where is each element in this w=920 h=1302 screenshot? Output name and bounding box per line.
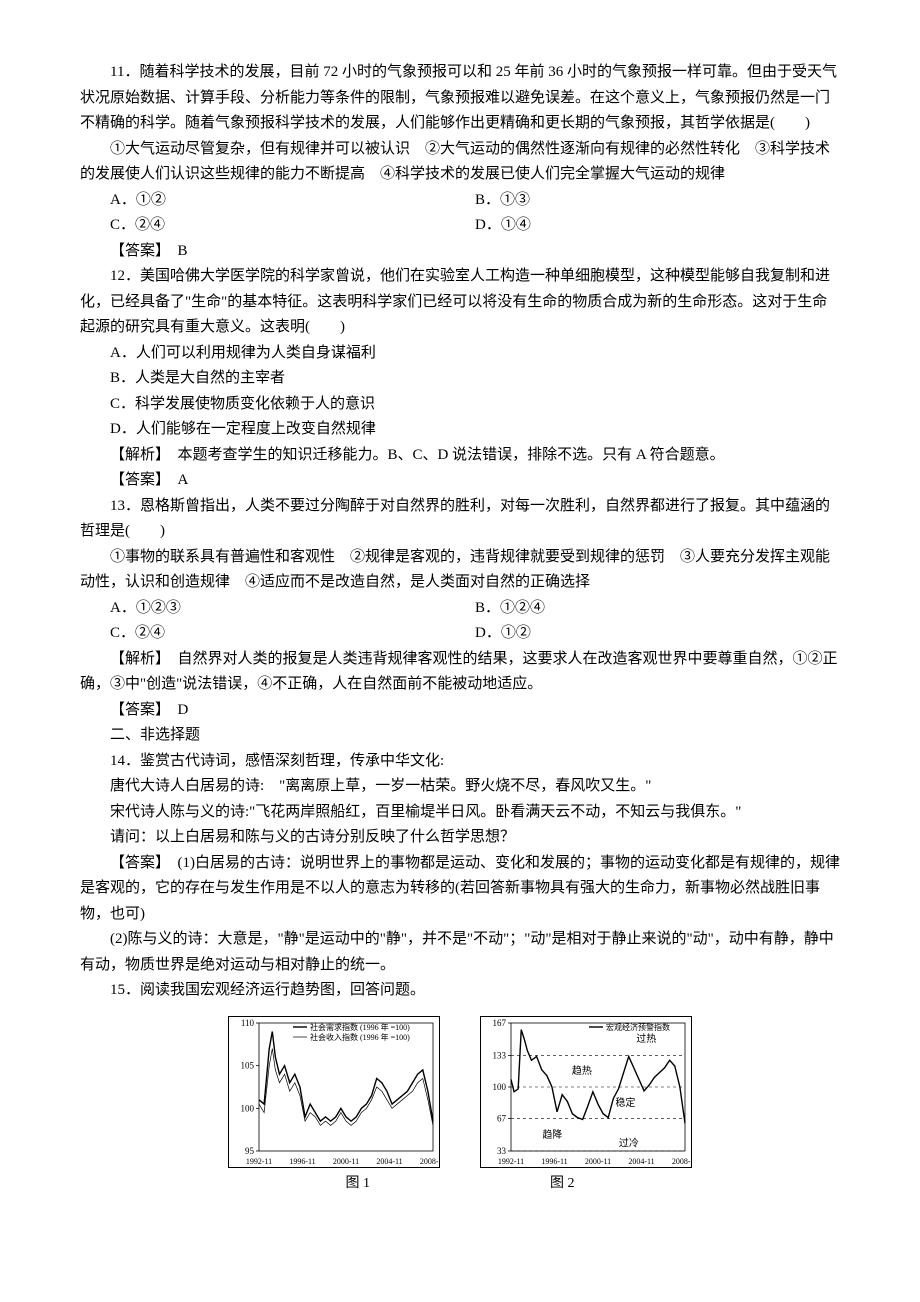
svg-text:社会收入指数 (1996 年 =100): 社会收入指数 (1996 年 =100) [310, 1032, 410, 1042]
svg-text:167: 167 [493, 1018, 507, 1028]
svg-text:宏观经济预警指数: 宏观经济预警指数 [606, 1022, 670, 1032]
q13-opt-b: B．①②④ [475, 596, 840, 622]
svg-text:95: 95 [245, 1146, 255, 1156]
q13-answer: 【答案】 D [80, 698, 840, 724]
q11-options-row1: A．①② B．①③ [110, 188, 840, 214]
svg-text:100: 100 [493, 1082, 507, 1092]
q13-stem: 13．恩格斯曾指出，人类不要过分陶醉于对自然界的胜利，对每一次胜利，自然界都进行… [80, 494, 840, 545]
svg-text:1992-11: 1992-11 [246, 1157, 272, 1166]
q14-line3: 宋代诗人陈与义的诗:"飞花两岸照船红，百里榆堤半日风。卧看满天云不动，不知云与我… [80, 800, 840, 826]
q12-stem: 12．美国哈佛大学医学院的科学家曾说，他们在实验室人工构造一种单细胞模型，这种模… [80, 264, 840, 341]
svg-text:趋热: 趋热 [572, 1064, 592, 1077]
q15-stem: 15．阅读我国宏观经济运行趋势图，回答问题。 [80, 978, 840, 1004]
q11-options-row2: C．②④ D．①④ [110, 213, 840, 239]
q11-stem: 11．随着科学技术的发展，目前 72 小时的气象预报可以和 25 年前 36 小… [80, 60, 840, 137]
chart2-caption: 图 2 [550, 1172, 575, 1196]
svg-text:稳定: 稳定 [615, 1095, 635, 1108]
q13-opt-d: D．①② [475, 621, 840, 647]
charts-row: 95 100 105 110 1992-11 1996-11 2000-11 2004-11 2… [80, 1016, 840, 1168]
q14-ans2: (2)陈与义的诗：大意是，"静"是运动中的"静"，并不是"不动"；"动"是相对于… [80, 927, 840, 978]
q14-line1: 14．鉴赏古代诗词，感悟深刻哲理，传承中华文化: [80, 749, 840, 775]
q12-opt-d: D．人们能够在一定程度上改变自然规律 [80, 417, 840, 443]
svg-text:1992-11: 1992-11 [498, 1157, 524, 1166]
svg-text:133: 133 [493, 1050, 507, 1060]
q13-opt-c: C．②④ [110, 621, 475, 647]
q13-opt-a: A．①②③ [110, 596, 475, 622]
q12-explain: 【解析】 本题考查学生的知识迁移能力。B、C、D 说法错误，排除不选。只有 A … [80, 443, 840, 469]
svg-text:67: 67 [497, 1113, 507, 1123]
svg-text:1996-11: 1996-11 [289, 1157, 315, 1166]
q11-statements: ①大气运动尽管复杂，但有规律并可以被认识 ②大气运动的偶然性逐渐向有规律的必然性… [80, 137, 840, 188]
svg-text:2008-11: 2008-11 [420, 1157, 439, 1166]
svg-text:110: 110 [241, 1018, 255, 1028]
q11-opt-c: C．②④ [110, 213, 475, 239]
q14-ans1: 【答案】 (1)白居易的古诗：说明世界上的事物都是运动、变化和发展的；事物的运动… [80, 851, 840, 928]
svg-text:2000-11: 2000-11 [585, 1157, 611, 1166]
q13-explain: 【解析】 自然界对人类的报复是人类违背规律客观性的结果，这要求人在改造客观世界中… [80, 647, 840, 698]
svg-text:社会需求指数 (1996 年 =100): 社会需求指数 (1996 年 =100) [310, 1022, 410, 1032]
chart1: 95 100 105 110 1992-11 1996-11 2000-11 2004-11 2… [228, 1016, 440, 1168]
q14-ask: 请问：以上白居易和陈与义的古诗分别反映了什么哲学思想？ [80, 825, 840, 851]
q13-statements: ①事物的联系具有普遍性和客观性 ②规律是客观的，违背规律就要受到规律的惩罚 ③人… [80, 545, 840, 596]
chart1-caption: 图 1 [346, 1172, 371, 1196]
q11-opt-b: B．①③ [475, 188, 840, 214]
q12-answer: 【答案】 A [80, 468, 840, 494]
chart2: 33 67 100 133 167 1992-11 1996-11 2000-11 2004-1… [480, 1016, 692, 1168]
svg-text:2004-11: 2004-11 [628, 1157, 654, 1166]
svg-text:100: 100 [241, 1103, 255, 1113]
q13-options-row2: C．②④ D．①② [110, 621, 840, 647]
svg-text:105: 105 [241, 1060, 255, 1070]
q11-answer: 【答案】 B [80, 239, 840, 265]
svg-text:2000-11: 2000-11 [333, 1157, 359, 1166]
svg-text:2008-11: 2008-11 [672, 1157, 691, 1166]
svg-text:1996-11: 1996-11 [541, 1157, 567, 1166]
q13-options-row1: A．①②③ B．①②④ [110, 596, 840, 622]
svg-text:趋降: 趋降 [542, 1127, 562, 1140]
svg-text:过热: 过热 [636, 1032, 656, 1045]
q11-opt-d: D．①④ [475, 213, 840, 239]
q12-opt-b: B．人类是大自然的主宰者 [80, 366, 840, 392]
chart-captions: 图 1 图 2 [80, 1172, 840, 1196]
q12-opt-c: C．科学发展使物质变化依赖于人的意识 [80, 392, 840, 418]
svg-text:2004-11: 2004-11 [376, 1157, 402, 1166]
svg-text:33: 33 [497, 1146, 507, 1156]
section2-heading: 二、非选择题 [80, 723, 840, 749]
q11-opt-a: A．①② [110, 188, 475, 214]
q14-line2: 唐代大诗人白居易的诗: "离离原上草，一岁一枯荣。野火烧不尽，春风吹又生。" [80, 774, 840, 800]
q12-opt-a: A．人们可以利用规律为人类自身谋福利 [80, 341, 840, 367]
svg-text:过冷: 过冷 [619, 1136, 639, 1149]
